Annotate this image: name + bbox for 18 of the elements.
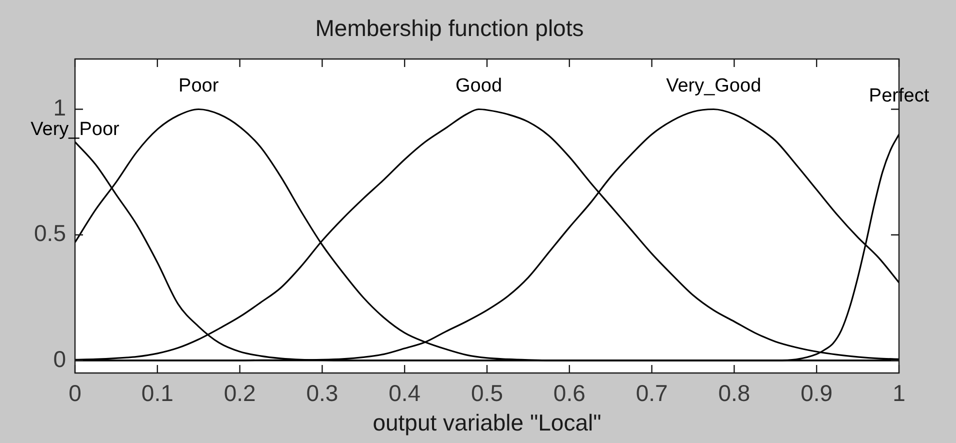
x-tick-label: 1 bbox=[892, 380, 906, 406]
x-tick-label: 0.1 bbox=[141, 380, 174, 406]
series-label: Very_Good bbox=[666, 75, 762, 96]
x-tick-label: 0.7 bbox=[636, 380, 668, 406]
x-tick-label: 0.9 bbox=[800, 380, 833, 406]
chart-title: Membership function plots bbox=[315, 15, 584, 42]
x-tick-label: 0.3 bbox=[306, 380, 338, 406]
x-axis-title: output variable "Local" bbox=[372, 410, 602, 436]
x-tick-label: 0.5 bbox=[471, 380, 503, 406]
x-tick-label: 0.4 bbox=[388, 380, 421, 406]
x-tick-label: 0.8 bbox=[718, 380, 750, 406]
y-tick-label: 0 bbox=[53, 346, 66, 372]
x-tick-label: 0.2 bbox=[224, 380, 256, 406]
y-tick-label: 1 bbox=[53, 94, 66, 121]
y-tick-label: 0.5 bbox=[34, 220, 66, 246]
x-tick-label: 0.6 bbox=[553, 380, 586, 406]
series-label: Good bbox=[456, 75, 502, 96]
series-label: Poor bbox=[178, 75, 220, 96]
